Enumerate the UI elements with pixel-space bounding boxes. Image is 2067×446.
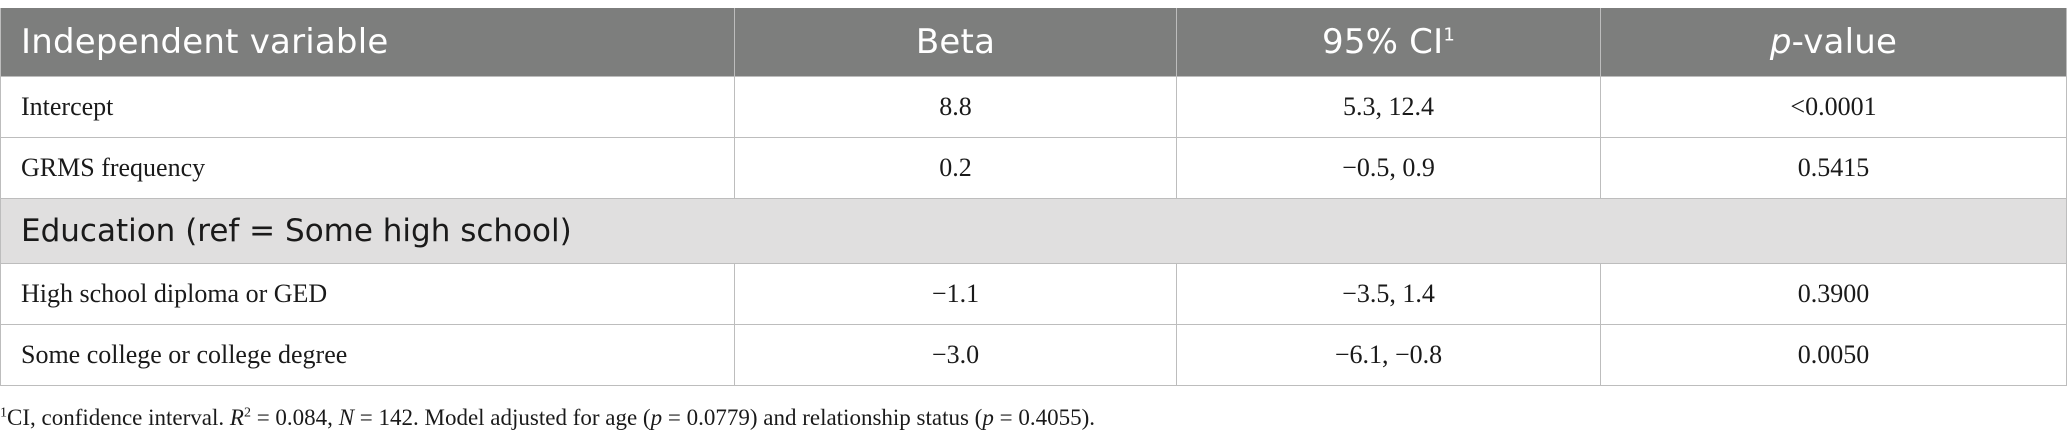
cell-beta: 8.8 [734,76,1177,138]
footnote-p-relationship: p [982,405,994,430]
footnote-text-5: = 0.4055). [993,405,1095,430]
footnote-p-age: p [650,405,663,430]
header-ci-label: 95% CI [1321,22,1444,62]
header-p-value: p-value [1600,8,2067,77]
cell-ci: −3.5, 1.4 [1176,263,1601,325]
cell-beta: 0.2 [734,137,1177,199]
header-beta: Beta [734,8,1177,77]
footnote-r-superscript: 2 [243,405,251,421]
table-header-row: Independent variable Beta 95% CI1 p-valu… [0,8,2067,77]
cell-variable: Some college or college degree [0,324,735,386]
footnote-text-2: = 0.084, [250,405,339,430]
table-row: GRMS frequency 0.2 −0.5, 0.9 0.5415 [0,137,2067,199]
footnote-r: R [229,405,244,430]
header-p-italic: p [1769,22,1792,62]
cell-p-value: <0.0001 [1600,76,2067,138]
footnote-n: N [338,405,355,430]
header-ci-footnote-marker: 1 [1443,24,1455,46]
table-row: Some college or college degree −3.0 −6.1… [0,324,2067,386]
footnote-text-3: = 142. Model adjusted for age ( [354,405,651,430]
cell-p-value: 0.3900 [1600,263,2067,325]
cell-ci: 5.3, 12.4 [1176,76,1601,138]
header-independent-variable: Independent variable [0,8,735,77]
regression-table: Independent variable Beta 95% CI1 p-valu… [0,8,2067,386]
cell-variable: GRMS frequency [0,137,735,199]
table-row: High school diploma or GED −1.1 −3.5, 1.… [0,263,2067,325]
footnote-text-1: CI, confidence interval. [7,405,230,430]
cell-p-value: 0.5415 [1600,137,2067,199]
regression-table-container: Independent variable Beta 95% CI1 p-valu… [0,8,2067,386]
cell-beta: −1.1 [734,263,1177,325]
header-p-rest: -value [1791,22,1898,62]
section-label: Education (ref = Some high school) [0,198,2067,264]
cell-variable: Intercept [0,76,735,138]
cell-p-value: 0.0050 [1600,324,2067,386]
header-ci: 95% CI1 [1176,8,1601,77]
table-row: Intercept 8.8 5.3, 12.4 <0.0001 [0,76,2067,138]
footnote-marker: 1 [0,405,7,421]
cell-beta: −3.0 [734,324,1177,386]
section-row-education: Education (ref = Some high school) [0,198,2067,264]
cell-variable: High school diploma or GED [0,263,735,325]
cell-ci: −6.1, −0.8 [1176,324,1601,386]
table-footnote: 1CI, confidence interval. R2 = 0.084, N … [0,405,1095,431]
footnote-text-4: = 0.0779) and relationship status ( [662,405,983,430]
cell-ci: −0.5, 0.9 [1176,137,1601,199]
